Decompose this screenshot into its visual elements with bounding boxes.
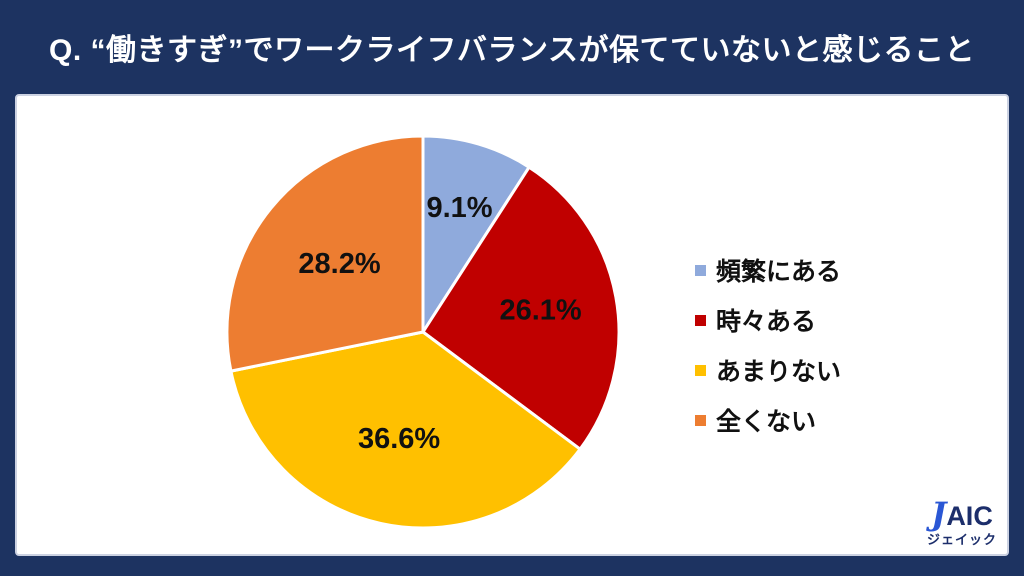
question-banner: Q. “働きすぎ”でワークライフバランスが保てていないと感じること [0, 0, 1024, 94]
pie-slice-label-2: 26.1% [499, 295, 581, 327]
legend-swatch-orange-icon [695, 414, 706, 426]
legend-swatch-yellow-icon [695, 364, 706, 376]
pie-slice-label-3: 36.6% [358, 423, 440, 455]
pie-slice-2 [421, 165, 621, 451]
pie-slice-1 [421, 134, 531, 334]
pie-slice-label-1: 9.1% [426, 192, 492, 224]
brand-name: JAIC [931, 495, 993, 533]
pie-slice-4 [225, 134, 425, 373]
legend-swatch-blue-icon [695, 264, 706, 276]
page-title: Q. “働きすぎ”でワークライフバランスが保てていないと感じること [49, 34, 975, 67]
legend-item-1: 頻繁にある [695, 254, 841, 286]
legend-swatch-red-icon [695, 314, 706, 326]
brand-kana: ジェイック [926, 532, 997, 547]
legend-item-4: 全くない [695, 404, 841, 436]
pie-slice-label-4: 28.2% [298, 248, 380, 280]
legend-label: 頻繁にある [716, 258, 842, 286]
pie-slice-3 [229, 330, 582, 530]
legend-label: あまりない [716, 358, 842, 386]
chart-panel: 9.1% 26.1% 36.6% 28.2% 頻繁にある 時々ある あまりない 全くな… [15, 94, 1009, 556]
legend-label: 全くない [716, 408, 817, 436]
brand-logo: JAIC ジェイック [926, 495, 997, 547]
legend-label: 時々ある [716, 308, 817, 336]
legend: 頻繁にある 時々ある あまりない 全くない [695, 254, 841, 436]
legend-item-2: 時々ある [695, 304, 841, 336]
pie-chart: 9.1% 26.1% 36.6% 28.2% [225, 134, 621, 530]
legend-item-3: あまりない [695, 354, 841, 386]
